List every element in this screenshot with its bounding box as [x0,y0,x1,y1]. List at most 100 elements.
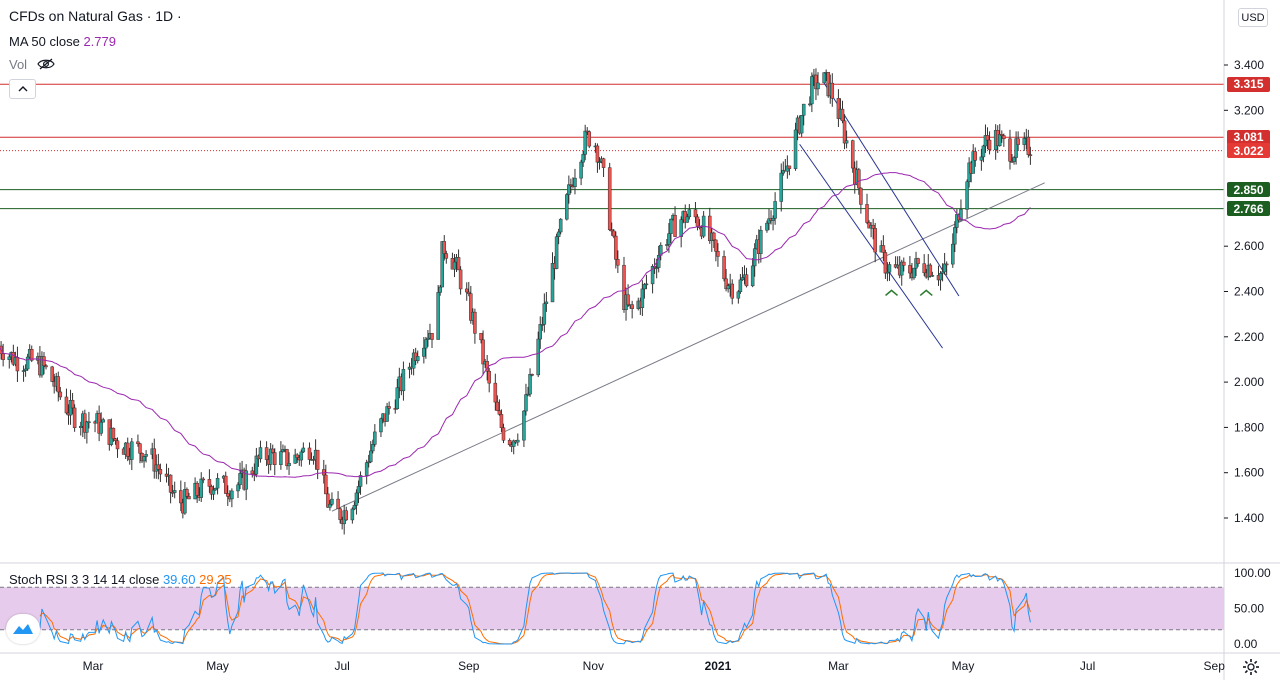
candle-body [607,167,612,231]
candle-body [822,72,826,84]
candle-body [622,264,626,310]
candle-body [859,187,863,205]
candle [787,165,792,176]
candle [669,218,673,244]
candle [767,208,771,231]
candle-body [842,120,847,144]
stoch-tick-label: 100.00 [1234,566,1271,580]
candle [724,268,728,292]
candle-body [579,161,583,179]
candle [765,220,769,233]
gear-icon[interactable] [1242,658,1260,676]
candle [640,280,645,316]
candle [144,450,148,463]
price-tag: 3.315 [1227,76,1270,92]
vol-legend[interactable]: Vol [9,57,55,72]
candle-body [85,421,89,433]
candle-body [187,496,191,500]
candle [612,229,616,239]
candle [965,179,969,219]
candle [885,262,890,282]
ma-legend[interactable]: MA 50 close 2.779 [9,34,116,49]
candle-body [685,216,690,223]
candle [616,250,620,274]
candle-body [626,294,630,306]
stoch-rsi-pane[interactable] [0,572,1224,645]
candle [871,218,875,240]
candle-body [665,244,669,246]
candle-body [944,263,949,266]
candle-body [522,410,526,441]
descending-channel-line [799,143,943,349]
candle [595,143,600,173]
collapse-legend-button[interactable] [9,79,36,99]
candle-body [497,410,502,415]
candle [830,73,835,107]
candle [172,481,177,499]
candle-body [179,490,183,504]
candle [315,449,320,480]
candle-body [799,115,804,134]
candle-body [44,365,48,368]
candle [530,373,534,377]
candle-body [285,449,289,467]
candle-body [211,489,216,495]
stoch-legend[interactable]: Stoch RSI 3 3 14 14 close 39.60 29.25 [9,572,232,587]
tradingview-logo-icon[interactable] [6,614,40,644]
candle-body [495,401,500,411]
candle [983,124,988,153]
candle-body [642,284,647,290]
candle-body [883,252,888,274]
symbol-legend[interactable]: CFDs on Natural Gas · 1D · [9,8,182,24]
candle-body [959,209,963,221]
candle-body [998,134,1002,147]
candle-body [810,76,814,105]
candle-body [15,357,20,372]
candle-body [301,447,306,453]
candle [368,441,373,464]
candle-body [401,369,406,392]
candle [810,72,814,113]
time-tick-label: Sep [458,659,480,673]
candle [385,402,389,422]
candle [665,238,669,250]
candle [750,258,755,288]
currency-button[interactable]: USD [1238,8,1268,27]
candle [254,447,259,478]
candle [998,123,1002,147]
candle-body [916,258,920,264]
candle-body [569,184,573,186]
candle [493,373,498,411]
candle-body [771,218,775,221]
candle [301,442,306,453]
candle-body [971,151,975,174]
candle [1014,131,1018,165]
candle [215,473,220,495]
candle [981,144,986,163]
candle [642,282,647,299]
candle-body [865,204,869,223]
candle [29,345,34,363]
candle [125,437,130,462]
candle [50,365,54,383]
candle [908,256,912,279]
ma-value: 2.779 [83,34,116,49]
candle [836,89,841,127]
candle [379,417,383,438]
candle [1008,129,1012,170]
price-tick-label: 1.600 [1234,466,1264,480]
candle-body [528,374,532,395]
candle [738,274,743,294]
candle [840,100,845,124]
symbol-title[interactable]: CFDs on Natural Gas · 1D · [9,8,182,24]
candle-body [953,227,957,245]
candle [438,284,442,296]
eye-off-icon[interactable] [37,58,55,70]
main-price-pane[interactable] [0,68,1224,535]
candle-body [1008,138,1012,162]
candle [579,159,583,186]
candle [902,257,906,272]
candle [722,250,726,282]
